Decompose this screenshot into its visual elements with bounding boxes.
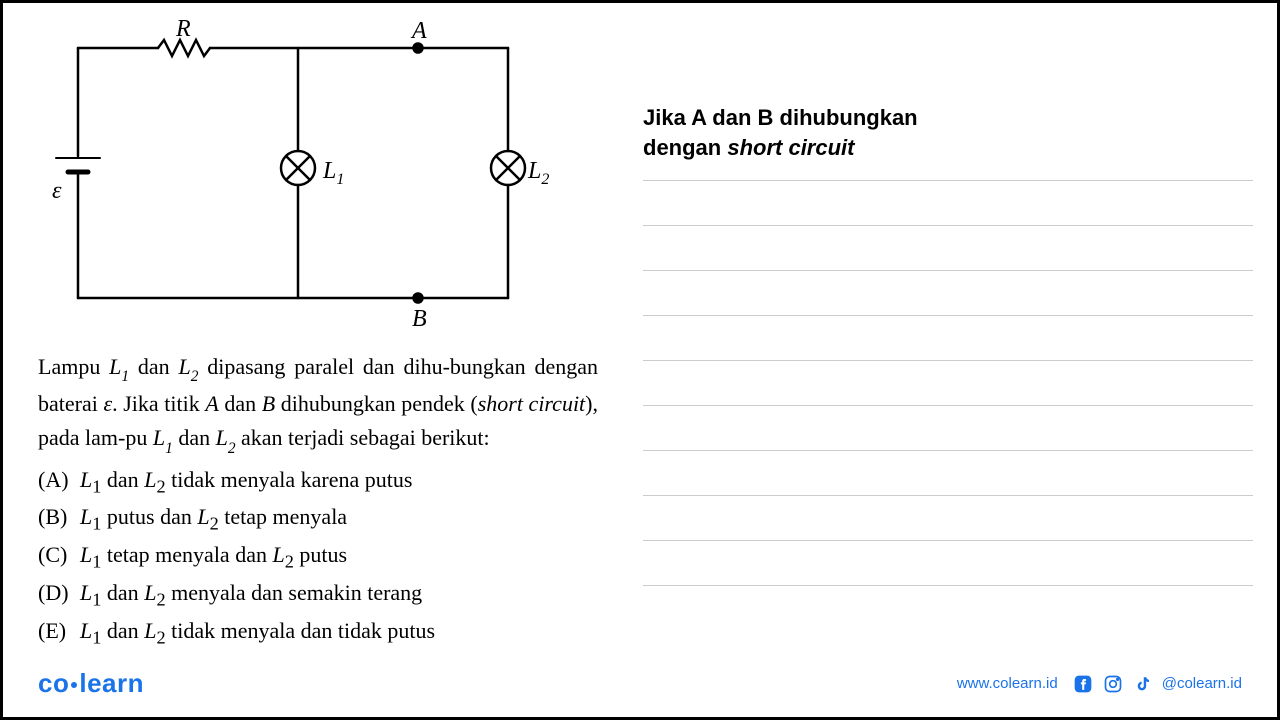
footer: colearn www.colearn.id @colearn.id	[38, 668, 1242, 699]
option-row: (B)L1 putus dan L2 tetap menyala	[38, 500, 598, 538]
ruled-line	[643, 225, 1253, 226]
label-B: B	[412, 306, 427, 332]
label-eps: ε	[52, 178, 62, 204]
label-L1: L1	[322, 158, 344, 188]
ruled-line	[643, 360, 1253, 361]
options-list: (A)L1 dan L2 tidak menyala karena putus(…	[38, 463, 598, 652]
ruled-lines	[643, 180, 1253, 586]
ruled-line	[643, 585, 1253, 586]
option-row: (A)L1 dan L2 tidak menyala karena putus	[38, 463, 598, 501]
question-body: Lampu L1 dan L2 dipasang paralel dan dih…	[38, 350, 598, 459]
left-panel: R A B ε L1 L2 Lampu L1 dan L2 dipasang p…	[38, 18, 598, 652]
option-row: (D)L1 dan L2 menyala dan semakin terang	[38, 576, 598, 614]
social-icons: @colearn.id	[1072, 673, 1242, 695]
footer-url: www.colearn.id	[957, 675, 1058, 692]
circuit-diagram: R A B ε L1 L2	[38, 18, 578, 338]
ruled-line	[643, 450, 1253, 451]
notes-panel: Jika A dan B dihubungkan dengan short ci…	[643, 103, 1253, 630]
ruled-line	[643, 495, 1253, 496]
ruled-line	[643, 405, 1253, 406]
notes-title: Jika A dan B dihubungkan dengan short ci…	[643, 103, 1253, 162]
ruled-line	[643, 270, 1253, 271]
logo: colearn	[38, 668, 144, 699]
label-L2: L2	[527, 158, 549, 188]
ruled-line	[643, 180, 1253, 181]
instagram-icon	[1102, 673, 1124, 695]
option-row: (E)L1 dan L2 tidak menyala dan tidak put…	[38, 614, 598, 652]
tiktok-icon	[1132, 673, 1154, 695]
label-R: R	[175, 18, 191, 42]
facebook-icon	[1072, 673, 1094, 695]
ruled-line	[643, 540, 1253, 541]
ruled-line	[643, 315, 1253, 316]
label-A: A	[410, 18, 427, 44]
footer-handle: @colearn.id	[1162, 675, 1242, 692]
option-row: (C)L1 tetap menyala dan L2 putus	[38, 538, 598, 576]
